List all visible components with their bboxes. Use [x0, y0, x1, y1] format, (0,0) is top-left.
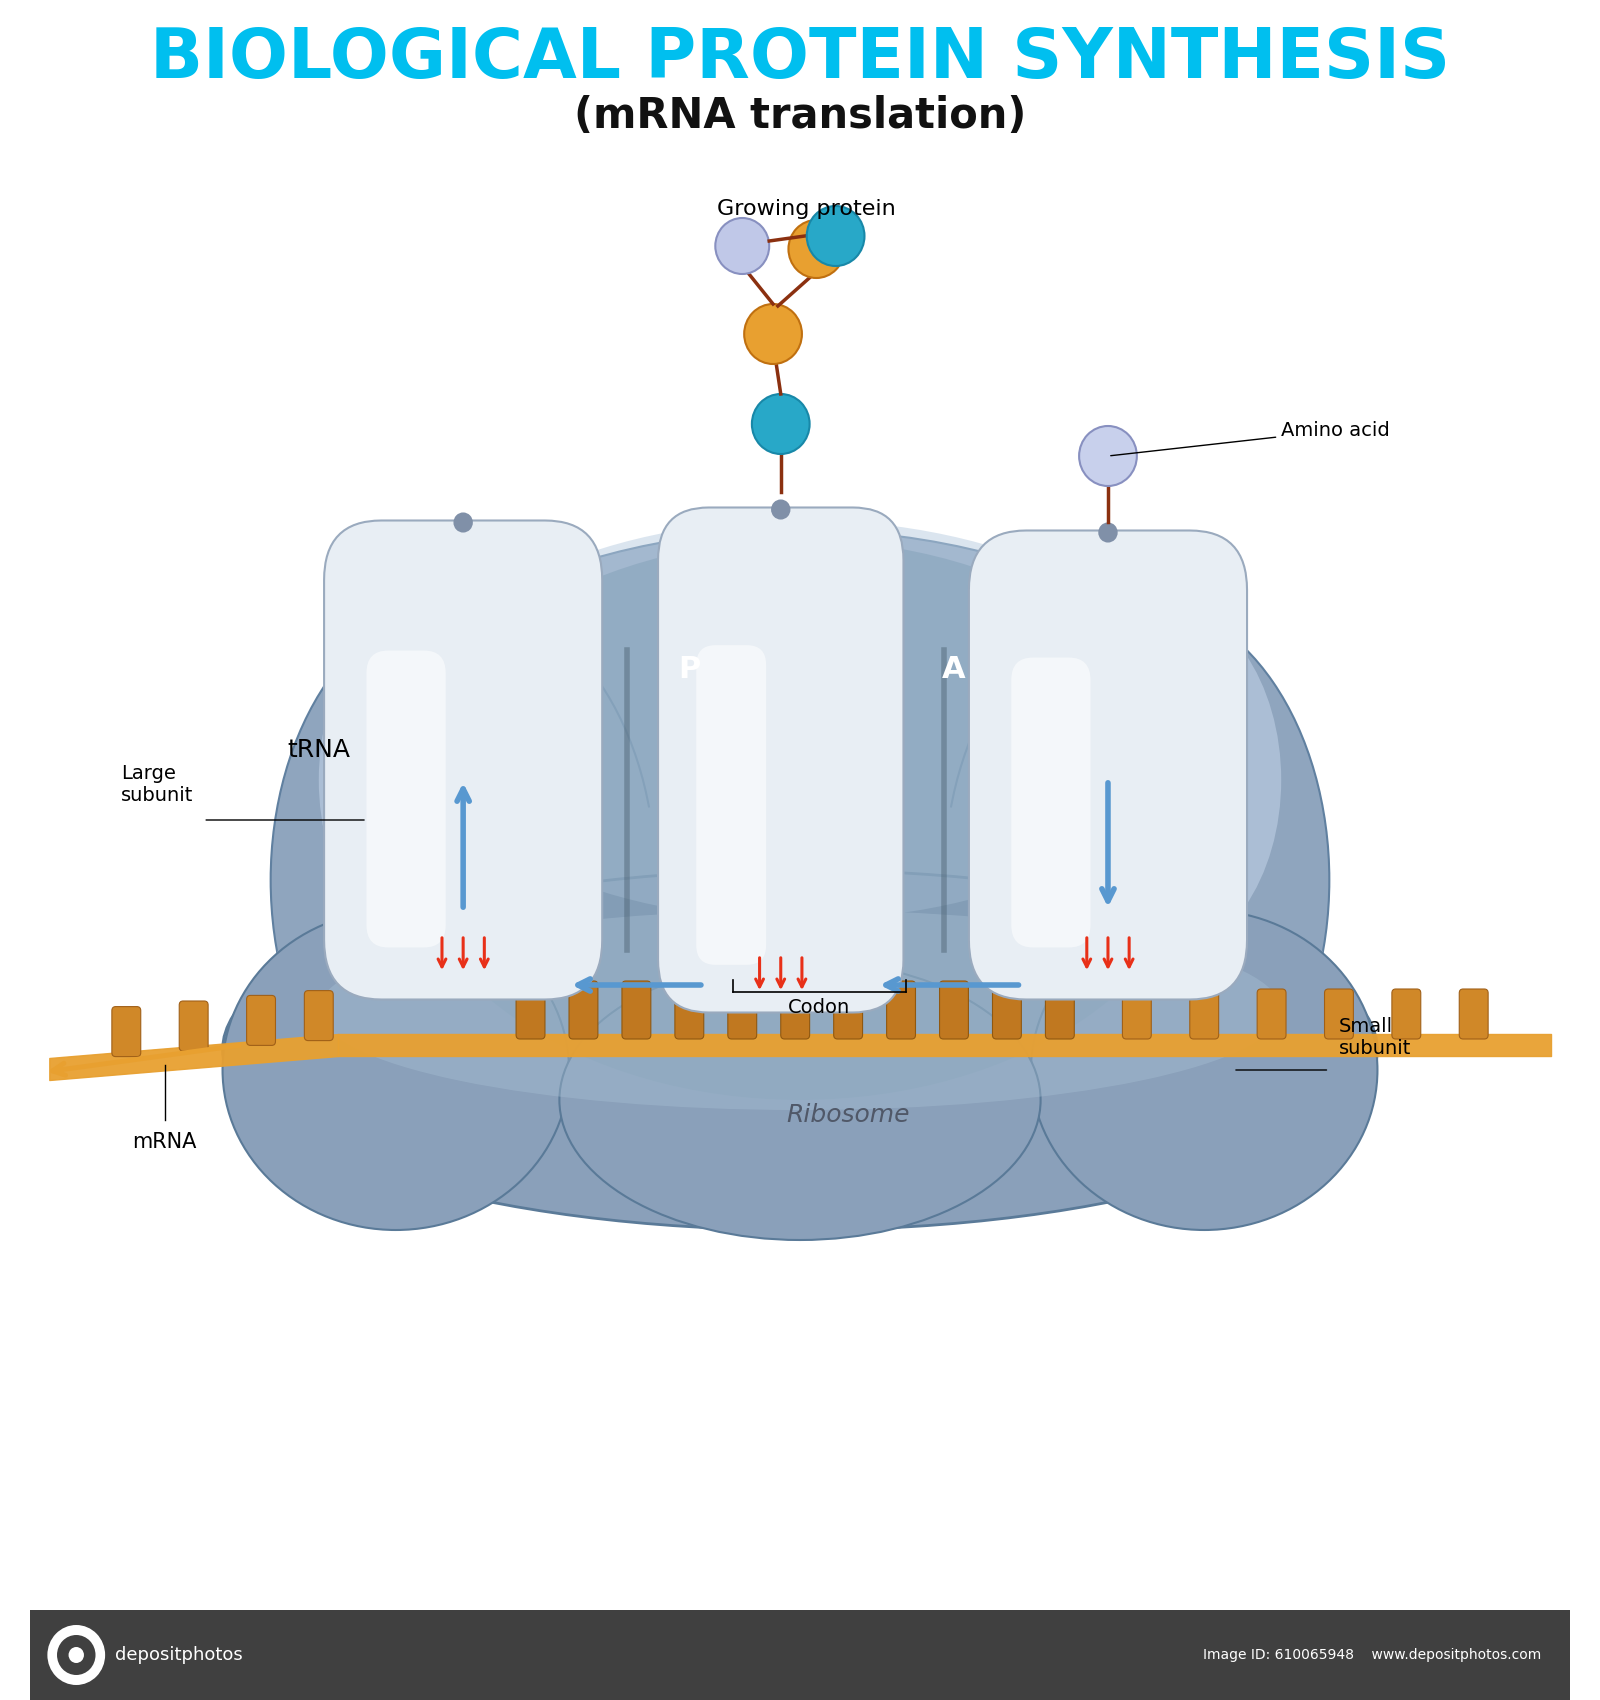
- Circle shape: [1078, 427, 1138, 486]
- FancyBboxPatch shape: [728, 981, 757, 1039]
- Ellipse shape: [1030, 600, 1282, 960]
- FancyBboxPatch shape: [622, 981, 651, 1039]
- FancyBboxPatch shape: [1392, 989, 1421, 1039]
- Text: Ribosome: Ribosome: [786, 1103, 910, 1127]
- Ellipse shape: [560, 960, 1040, 1239]
- Ellipse shape: [270, 600, 656, 1159]
- FancyBboxPatch shape: [246, 996, 275, 1046]
- Circle shape: [69, 1647, 83, 1663]
- Circle shape: [58, 1635, 96, 1674]
- FancyBboxPatch shape: [1258, 989, 1286, 1039]
- FancyBboxPatch shape: [1045, 981, 1074, 1039]
- FancyBboxPatch shape: [939, 981, 968, 1039]
- Ellipse shape: [270, 801, 1330, 1159]
- Circle shape: [454, 513, 472, 532]
- FancyBboxPatch shape: [1325, 989, 1354, 1039]
- Ellipse shape: [395, 541, 1205, 1100]
- FancyBboxPatch shape: [658, 508, 904, 1013]
- FancyBboxPatch shape: [366, 651, 446, 947]
- FancyBboxPatch shape: [1123, 989, 1152, 1039]
- Text: P: P: [678, 656, 701, 685]
- FancyBboxPatch shape: [325, 520, 602, 1000]
- Text: Growing protein: Growing protein: [717, 199, 896, 219]
- FancyBboxPatch shape: [886, 981, 915, 1039]
- FancyBboxPatch shape: [304, 991, 333, 1040]
- Text: Amino acid: Amino acid: [1110, 422, 1390, 456]
- FancyBboxPatch shape: [517, 981, 546, 1039]
- FancyBboxPatch shape: [675, 981, 704, 1039]
- FancyBboxPatch shape: [1011, 658, 1091, 947]
- Ellipse shape: [222, 870, 1378, 1231]
- Text: (mRNA translation): (mRNA translation): [574, 95, 1026, 138]
- Circle shape: [48, 1625, 106, 1685]
- FancyBboxPatch shape: [992, 981, 1021, 1039]
- Text: A: A: [942, 656, 966, 685]
- Ellipse shape: [318, 910, 1282, 1110]
- Text: tRNA: tRNA: [288, 738, 350, 762]
- Bar: [30, 1610, 1570, 1700]
- Ellipse shape: [944, 600, 1330, 1159]
- FancyBboxPatch shape: [781, 981, 810, 1039]
- FancyBboxPatch shape: [696, 646, 766, 966]
- Circle shape: [789, 219, 845, 279]
- Text: mRNA: mRNA: [133, 1132, 197, 1153]
- FancyBboxPatch shape: [570, 981, 598, 1039]
- Text: depositphotos: depositphotos: [115, 1646, 243, 1664]
- Ellipse shape: [318, 600, 570, 960]
- FancyBboxPatch shape: [970, 530, 1246, 1000]
- Text: Small
subunit: Small subunit: [1339, 1017, 1411, 1057]
- Circle shape: [806, 206, 864, 265]
- Ellipse shape: [414, 520, 1186, 920]
- Ellipse shape: [1030, 910, 1378, 1231]
- Circle shape: [744, 304, 802, 364]
- Text: BIOLOGICAL PROTEIN SYNTHESIS: BIOLOGICAL PROTEIN SYNTHESIS: [150, 26, 1450, 92]
- Text: Image ID: 610065948    www.depositphotos.com: Image ID: 610065948 www.depositphotos.co…: [1203, 1647, 1541, 1663]
- Ellipse shape: [222, 910, 570, 1231]
- FancyBboxPatch shape: [1459, 989, 1488, 1039]
- FancyBboxPatch shape: [112, 1006, 141, 1057]
- Circle shape: [1099, 524, 1117, 542]
- FancyBboxPatch shape: [1190, 989, 1219, 1039]
- Circle shape: [752, 394, 810, 454]
- Text: Large
subunit: Large subunit: [122, 763, 194, 806]
- FancyBboxPatch shape: [179, 1001, 208, 1051]
- Circle shape: [773, 500, 789, 518]
- Ellipse shape: [299, 530, 1301, 1170]
- Circle shape: [715, 218, 770, 274]
- FancyBboxPatch shape: [834, 981, 862, 1039]
- Text: Codon: Codon: [789, 998, 850, 1017]
